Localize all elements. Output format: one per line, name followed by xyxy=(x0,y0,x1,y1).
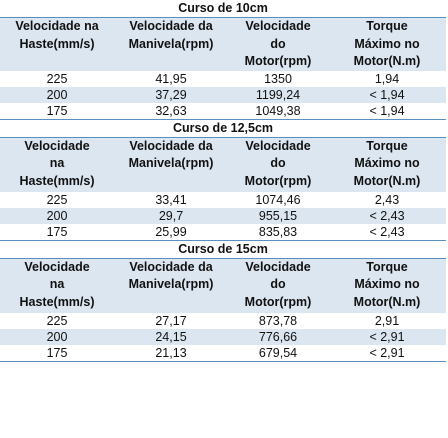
table-cell: 2,91 xyxy=(374,313,400,328)
section-title: Curso de 15cm xyxy=(0,240,446,259)
column-header: Velocidade na Haste(mm/s) xyxy=(0,17,114,71)
column-header: Velocidade na Haste(mm/s) xyxy=(0,258,114,313)
table-row: 175 21,13 679,54 < 2,91 xyxy=(0,344,446,362)
column-header: Velocidade do Motor(rpm) xyxy=(228,17,328,71)
table-cell: 225 xyxy=(46,313,68,328)
table-cell: 32,63 xyxy=(114,102,228,120)
table-cell: < 2,43 xyxy=(328,207,446,224)
table-cell: 1,94 xyxy=(374,71,400,86)
section-title-row: Curso de 10cm xyxy=(0,0,446,18)
section-title: Curso de 12,5cm xyxy=(0,119,446,138)
table-cell: < 2,43 xyxy=(328,223,446,241)
column-header: Velocidade do Motor(rpm) xyxy=(228,137,328,192)
column-header: Velocidade da Manivela(rpm) xyxy=(114,137,228,192)
table-cell: 27,17 xyxy=(155,313,187,328)
section-title: Curso de 10cm xyxy=(0,0,446,18)
header-row: Velocidade na Haste(mm/s) Velocidade da M… xyxy=(0,17,446,71)
column-header: Velocidade da Manivela(rpm) xyxy=(114,258,228,313)
table-cell: < 1,94 xyxy=(328,86,446,103)
data-table: Curso de 10cm Velocidade na Haste(mm/s) Ve… xyxy=(0,0,446,362)
column-header: Torque Máximo no Motor(N.m) xyxy=(328,17,446,71)
table-cell: 1049,38 xyxy=(228,102,328,120)
table-cell: 955,15 xyxy=(228,207,328,224)
table-cell: 679,54 xyxy=(228,344,328,362)
table-cell: 200 xyxy=(0,207,114,224)
column-header: Torque Máximo no Motor(N.m) xyxy=(328,137,446,192)
table-cell: 175 xyxy=(0,223,114,241)
table-cell: < 1,94 xyxy=(328,102,446,120)
table-cell: 200 xyxy=(0,328,114,345)
table-cell: 37,29 xyxy=(114,86,228,103)
table-row: 225 27,17 873,78 2,91 xyxy=(0,313,446,329)
table-row: 200 37,29 1199,24 < 1,94 xyxy=(0,86,446,103)
section-title-row: Curso de 15cm xyxy=(0,240,446,259)
table-cell: 41,95 xyxy=(155,71,187,86)
table-cell: 25,99 xyxy=(114,223,228,241)
table-cell: 835,83 xyxy=(228,223,328,241)
table-row: 175 32,63 1049,38 < 1,94 xyxy=(0,102,446,120)
table-cell: 21,13 xyxy=(114,344,228,362)
table-cell: 2,43 xyxy=(374,192,400,207)
table-cell: 1199,24 xyxy=(228,86,328,103)
table-cell: 776,66 xyxy=(228,328,328,345)
header-row: Velocidade na Haste(mm/s) Velocidade da M… xyxy=(0,258,446,313)
table-cell: < 2,91 xyxy=(328,328,446,345)
table-cell: 873,78 xyxy=(258,313,298,328)
table-row: 200 29,7 955,15 < 2,43 xyxy=(0,207,446,224)
table-row: 200 24,15 776,66 < 2,91 xyxy=(0,328,446,345)
column-header: Velocidade do Motor(rpm) xyxy=(228,258,328,313)
column-header: Velocidade na Haste(mm/s) xyxy=(0,137,114,192)
table-row: 225 41,95 1350 1,94 xyxy=(0,71,446,87)
section-title-row: Curso de 12,5cm xyxy=(0,119,446,138)
table-cell: 225 xyxy=(46,71,68,86)
table-cell: 175 xyxy=(0,102,114,120)
column-header: Torque Máximo no Motor(N.m) xyxy=(328,258,446,313)
table-cell: 29,7 xyxy=(114,207,228,224)
table-cell: 33,41 xyxy=(155,192,187,207)
table-row: 225 33,41 1074,46 2,43 xyxy=(0,192,446,208)
table-cell: 225 xyxy=(46,192,68,207)
header-row: Velocidade na Haste(mm/s) Velocidade da M… xyxy=(0,137,446,192)
table-cell: 175 xyxy=(0,344,114,362)
table-cell: 200 xyxy=(0,86,114,103)
table-body: Curso de 10cm Velocidade na Haste(mm/s) Ve… xyxy=(0,0,446,362)
column-header: Velocidade da Manivela(rpm) xyxy=(114,17,228,71)
table-cell: 1350 xyxy=(264,71,292,86)
table-cell: < 2,91 xyxy=(328,344,446,362)
table-row: 175 25,99 835,83 < 2,43 xyxy=(0,223,446,241)
table-cell: 1074,46 xyxy=(255,192,301,207)
table-cell: 24,15 xyxy=(114,328,228,345)
